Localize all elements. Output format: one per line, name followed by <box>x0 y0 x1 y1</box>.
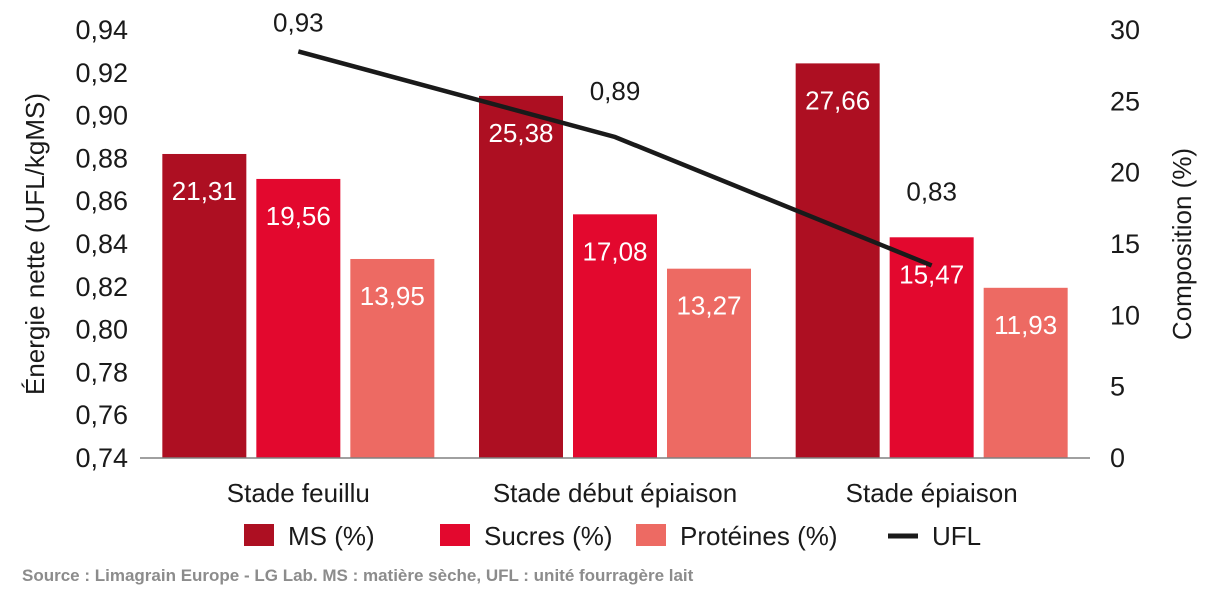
bar-value-label: 13,27 <box>676 291 741 321</box>
bar <box>889 237 974 458</box>
left-axis-title: Énergie nette (UFL/kgMS) <box>20 93 50 395</box>
right-tick-label: 25 <box>1110 86 1140 116</box>
bar-value-label: 11,93 <box>994 310 1057 340</box>
legend-label: MS (%) <box>288 521 375 551</box>
source-note: Source : Limagrain Europe - LG Lab. MS :… <box>22 566 694 585</box>
bar-value-label: 17,08 <box>582 236 647 266</box>
combo-chart: 0,94 0,92 0,90 0,88 0,86 0,84 0,82 0,80 0,78 0,76… <box>20 7 1197 551</box>
legend-swatch <box>440 524 470 546</box>
bar <box>573 214 657 458</box>
bar-value-label: 13,95 <box>360 281 425 311</box>
bar-value-label: 21,31 <box>172 176 237 206</box>
right-tick-label: 5 <box>1110 372 1125 402</box>
left-tick-label: 0,94 <box>75 15 128 45</box>
category-label: Stade feuillu <box>227 478 370 508</box>
left-tick-label: 0,90 <box>75 101 128 131</box>
legend-swatch <box>244 524 274 546</box>
bar-value-label: 27,66 <box>805 85 870 115</box>
category-label: Stade début épiaison <box>493 478 737 508</box>
bar <box>162 153 247 458</box>
left-tick-label: 0,80 <box>75 315 128 345</box>
bar <box>479 95 563 459</box>
line-value-label: 0,89 <box>590 76 641 106</box>
right-tick-label: 30 <box>1110 15 1140 45</box>
ufl-line <box>297 49 933 268</box>
right-axis-title: Composition (%) <box>1167 148 1197 340</box>
category-label: Stade épiaison <box>846 478 1018 508</box>
right-tick-label: 20 <box>1110 158 1140 188</box>
left-tick-label: 0,88 <box>75 143 128 173</box>
right-tick-label: 10 <box>1110 300 1140 330</box>
right-tick-label: 0 <box>1110 443 1125 473</box>
bar <box>667 268 751 458</box>
bar <box>256 178 341 458</box>
bar <box>795 63 880 458</box>
legend-label: UFL <box>932 521 981 551</box>
bar-value-label: 19,56 <box>266 201 331 231</box>
left-tick-label: 0,86 <box>75 186 128 216</box>
left-tick-label: 0,78 <box>75 357 128 387</box>
legend-label: Sucres (%) <box>484 521 613 551</box>
right-tick-label: 15 <box>1110 229 1140 259</box>
legend-swatch <box>636 524 666 546</box>
bar <box>983 287 1068 458</box>
bar <box>350 258 435 458</box>
left-tick-label: 0,92 <box>75 58 128 88</box>
left-tick-label: 0,82 <box>75 272 128 302</box>
line-value-label: 0,83 <box>906 176 957 206</box>
legend-label: Protéines (%) <box>680 521 838 551</box>
bar-value-label: 25,38 <box>488 118 553 148</box>
line-value-label: 0,93 <box>273 7 324 37</box>
left-tick-label: 0,74 <box>75 443 128 473</box>
left-tick-label: 0,76 <box>75 400 128 430</box>
left-tick-label: 0,84 <box>75 229 128 259</box>
